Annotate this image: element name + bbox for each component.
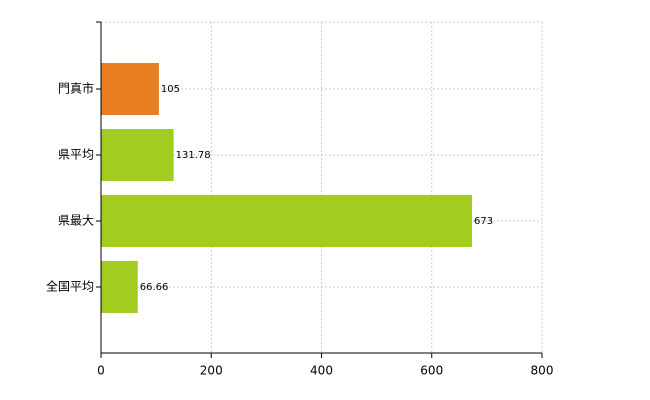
value-label: 131.78 [176, 150, 211, 161]
x-tick-label: 600 [420, 364, 443, 378]
x-tick-label: 200 [200, 364, 223, 378]
y-tick-label: 全国平均 [46, 279, 94, 294]
bar [101, 195, 472, 247]
x-tick-label: 800 [531, 364, 554, 378]
value-label: 105 [161, 84, 180, 95]
value-label: 66.66 [140, 282, 169, 293]
value-label: 673 [474, 216, 493, 227]
bar [101, 129, 174, 181]
y-tick-label: 門真市 [58, 81, 94, 96]
y-tick-label: 県平均 [58, 148, 94, 162]
x-tick-label: 400 [310, 364, 333, 378]
bar [101, 63, 159, 115]
y-tick-label: 県最大 [58, 214, 94, 228]
x-tick-label: 0 [97, 364, 105, 378]
bar [101, 261, 138, 313]
